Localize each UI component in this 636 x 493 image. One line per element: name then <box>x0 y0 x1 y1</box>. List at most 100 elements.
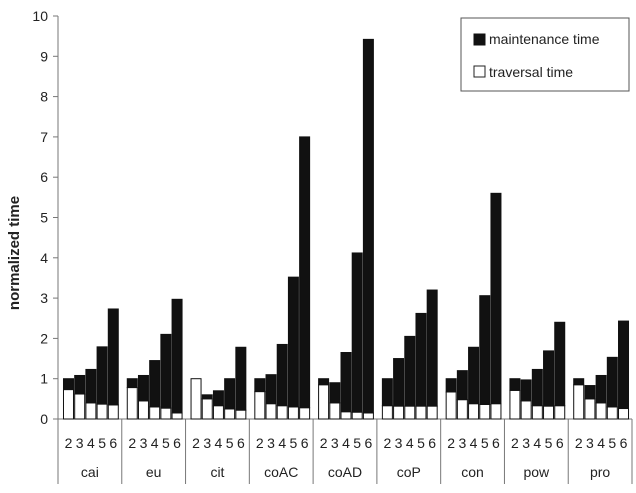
x-subcategory-label: 3 <box>331 435 339 451</box>
bar-maintenance-eu-2 <box>126 378 138 389</box>
x-subcategory-label: 2 <box>383 435 391 451</box>
x-group-label: coAD <box>328 464 362 480</box>
bar-traversal-con-3 <box>456 399 468 420</box>
bar-traversal-cai-3 <box>74 393 86 420</box>
bar-maintenance-eu-6 <box>171 298 183 414</box>
bar-traversal-coP-4 <box>404 405 416 420</box>
bar-maintenance-coAC-2 <box>254 378 266 393</box>
bar-maintenance-pow-4 <box>531 368 543 407</box>
x-subcategory-label: 3 <box>140 435 148 451</box>
x-subcategory-label: 3 <box>458 435 466 451</box>
bar-traversal-coAC-4 <box>276 405 288 420</box>
bar-maintenance-coAD-3 <box>329 382 341 404</box>
x-subcategory-label: 4 <box>151 435 159 451</box>
legend: maintenance time traversal time <box>460 17 630 92</box>
x-subcategory-label: 2 <box>575 435 583 451</box>
x-subcategory-label: 3 <box>586 435 594 451</box>
x-subcategory-label: 4 <box>533 435 541 451</box>
bar-traversal-eu-6 <box>171 412 183 420</box>
bar-maintenance-coAD-2 <box>318 378 330 386</box>
x-subcategory-label: 6 <box>620 435 628 451</box>
bar-traversal-cit-3 <box>201 398 213 420</box>
bar-maintenance-coAC-3 <box>265 374 277 405</box>
bar-maintenance-eu-4 <box>149 360 161 408</box>
x-subcategory-label: 5 <box>290 435 298 451</box>
bar-maintenance-cai-2 <box>62 378 74 391</box>
bar-traversal-coAD-6 <box>362 412 374 420</box>
bar-maintenance-cit-5 <box>224 378 236 410</box>
bar-traversal-coAD-5 <box>351 411 363 420</box>
x-subcategory-label: 6 <box>173 435 181 451</box>
y-tick-label: 5 <box>40 210 48 226</box>
x-group-label: coP <box>397 464 421 480</box>
x-group-label: pro <box>590 464 610 480</box>
bar-maintenance-cit-3 <box>201 394 213 400</box>
x-group-label: eu <box>146 464 162 480</box>
bar-traversal-pro-4 <box>595 402 607 420</box>
legend-label-traversal: traversal time <box>489 64 573 80</box>
bar-maintenance-con-2 <box>445 378 457 393</box>
bar-traversal-coAC-3 <box>265 403 277 420</box>
bar-traversal-pow-5 <box>543 405 555 420</box>
x-subcategory-label: 3 <box>522 435 530 451</box>
bar-traversal-pow-4 <box>531 405 543 420</box>
y-tick-label: 1 <box>40 371 48 387</box>
bar-maintenance-pro-3 <box>584 385 596 400</box>
y-tick-label: 9 <box>40 48 48 64</box>
bar-maintenance-cit-4 <box>212 390 224 407</box>
x-group-label: cit <box>210 464 224 480</box>
x-subcategory-label: 4 <box>278 435 286 451</box>
bar-traversal-pro-2 <box>573 384 585 420</box>
bar-traversal-cit-5 <box>224 408 236 420</box>
x-subcategory-label: 5 <box>545 435 553 451</box>
x-subcategory-label: 4 <box>597 435 605 451</box>
x-subcategory-label: 2 <box>320 435 328 451</box>
bar-traversal-coAC-2 <box>254 391 266 420</box>
x-subcategory-label: 5 <box>608 435 616 451</box>
legend-swatch-maintenance <box>473 33 486 46</box>
x-subcategory-label: 5 <box>353 435 361 451</box>
bar-maintenance-coAC-6 <box>299 136 311 409</box>
x-subcategory-label: 2 <box>192 435 200 451</box>
bar-maintenance-con-6 <box>490 192 502 405</box>
bar-traversal-con-6 <box>490 403 502 420</box>
bar-maintenance-coP-5 <box>415 312 427 407</box>
x-subcategory-label: 6 <box>237 435 245 451</box>
bar-maintenance-eu-5 <box>160 333 172 409</box>
bar-traversal-coP-2 <box>381 405 393 420</box>
y-tick-label: 4 <box>40 250 48 266</box>
y-axis-title: normalized time <box>6 196 23 310</box>
bar-maintenance-pro-2 <box>573 378 585 386</box>
bar-traversal-coAD-4 <box>340 411 352 420</box>
bar-maintenance-con-4 <box>468 346 480 405</box>
y-tick-label: 2 <box>40 330 48 346</box>
y-tick-label: 7 <box>40 129 48 145</box>
x-subcategory-label: 3 <box>395 435 403 451</box>
x-group-label: cai <box>81 464 99 480</box>
x-subcategory-label: 5 <box>481 435 489 451</box>
bar-traversal-cai-4 <box>85 402 97 420</box>
x-subcategory-label: 2 <box>511 435 519 451</box>
bar-traversal-coP-6 <box>426 405 438 420</box>
x-group-label: pow <box>523 464 550 480</box>
bar-maintenance-cai-4 <box>85 368 97 404</box>
bar-maintenance-pow-5 <box>543 350 555 407</box>
bar-traversal-cai-6 <box>107 404 119 420</box>
bar-maintenance-pow-6 <box>554 321 566 407</box>
bar-traversal-eu-3 <box>137 400 149 420</box>
bar-maintenance-coAD-6 <box>362 38 374 414</box>
x-subcategory-label: 3 <box>203 435 211 451</box>
bar-traversal-cit-6 <box>235 409 247 420</box>
x-subcategory-label: 6 <box>492 435 500 451</box>
x-subcategory-label: 4 <box>215 435 223 451</box>
bar-maintenance-coAD-5 <box>351 252 363 413</box>
bar-traversal-coP-5 <box>415 405 427 420</box>
bar-traversal-con-2 <box>445 391 457 420</box>
x-subcategory-label: 4 <box>406 435 414 451</box>
bar-traversal-eu-5 <box>160 407 172 420</box>
bar-traversal-pro-6 <box>618 408 630 420</box>
bar-maintenance-cai-3 <box>74 374 86 395</box>
x-subcategory-label: 5 <box>226 435 234 451</box>
